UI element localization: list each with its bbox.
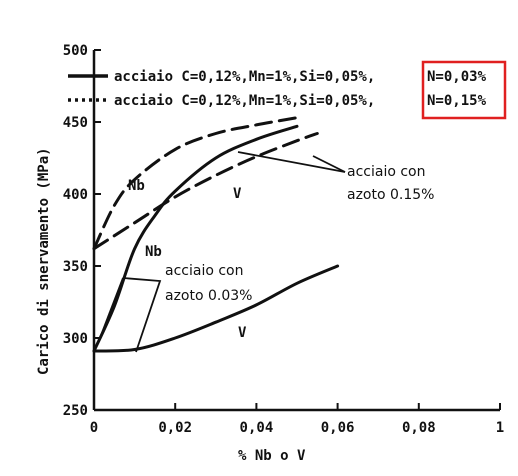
x-tick-label: 0,04 [240,420,274,436]
annotation-015: acciaio con azoto 0.15% [237,151,434,203]
label-v-015: V [233,186,242,202]
legend-label-solid: acciaio C=0,12%,Mn=1%,Si=0,05%, [114,69,375,85]
series-line-nb-n003 [92,124,299,353]
legend-label-dotted: acciaio C=0,12%,Mn=1%,Si=0,05%, [114,93,375,109]
y-tick-label: 400 [63,187,88,203]
y-tick-label: 300 [63,331,88,347]
label-nb-015: Nb [128,178,145,194]
y-tick-label: 450 [63,115,88,131]
y-tick-label: 250 [63,403,88,419]
series-line-v-n003 [92,264,340,353]
label-nb-003: Nb [145,244,162,260]
x-tick-label: 0,06 [321,420,355,436]
legend-highlight-dotted: N=0,15% [427,93,487,109]
svg-text:azoto 0.03%: azoto 0.03% [165,288,252,304]
x-ticks: 0 0,02 0,04 0,06 0,08 1 [90,403,504,436]
x-tick-label: 0,02 [158,420,192,436]
series [92,116,340,353]
label-v-003: V [238,325,247,341]
x-tick-label: 0 [90,420,98,436]
x-axis-label: % Nb o V [238,448,306,464]
y-tick-label: 350 [63,259,88,275]
y-tick-label: 500 [63,43,88,59]
annotation-003: acciaio con azoto 0.03% [99,263,252,353]
y-axis-label: Carico di snervamento (MPa) [36,147,52,375]
legend-highlight-box [421,60,507,120]
y-ticks: 250 300 350 400 450 500 [63,43,101,419]
legend: acciaio C=0,12%,Mn=1%,Si=0,05%, N=0,03% … [68,60,507,120]
x-tick-label: 1 [496,420,504,436]
svg-text:acciaio con: acciaio con [347,164,425,180]
series-line-v-n015 [92,132,319,251]
svg-text:azoto 0.15%: azoto 0.15% [347,187,434,203]
svg-text:acciaio con: acciaio con [165,263,243,279]
x-tick-label: 0,08 [402,420,436,436]
series-line-nb-n015 [92,116,299,251]
legend-highlight-solid: N=0,03% [427,69,487,85]
